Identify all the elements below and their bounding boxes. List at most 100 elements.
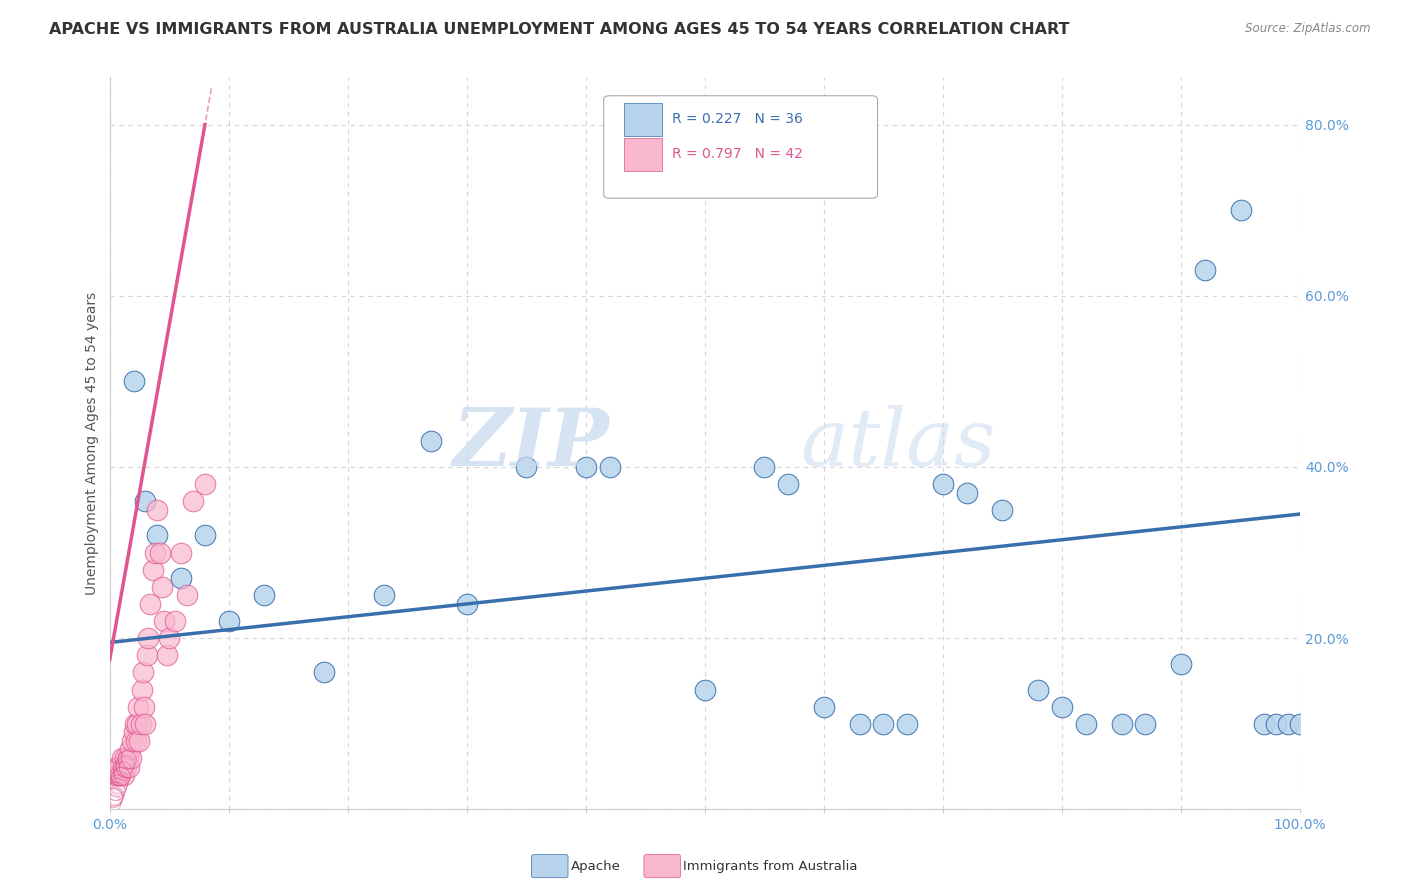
Point (111, 751, 134, 765)
Point (103, 790, 125, 805)
Point (103, 791, 125, 805)
Point (1289, 716, 1312, 731)
Point (114, 751, 136, 765)
Point (575, 459, 598, 474)
Point (134, 716, 156, 731)
Point (135, 648, 157, 663)
Point (146, 502, 169, 516)
Point (108, 773, 131, 788)
Point (143, 545, 166, 559)
Point (105, 780, 128, 795)
Point (157, 631, 180, 645)
Point (956, 485, 979, 500)
Point (515, 459, 537, 474)
Point (176, 588, 198, 602)
Point (104, 784, 127, 798)
Point (128, 734, 150, 748)
Point (420, 434, 443, 449)
Point (170, 545, 193, 559)
Point (108, 759, 131, 773)
Point (112, 768, 135, 782)
Point (253, 588, 276, 602)
Point (101, 796, 124, 810)
Point (115, 753, 138, 767)
Point (1277, 716, 1299, 731)
Point (150, 580, 173, 594)
Point (103, 789, 125, 804)
Point (1194, 263, 1216, 277)
Bar (624, 103, 662, 136)
Point (104, 784, 127, 798)
Point (139, 597, 162, 611)
Point (124, 716, 146, 731)
Point (142, 563, 165, 577)
Point (110, 769, 132, 783)
Point (991, 502, 1014, 516)
Point (1135, 716, 1157, 731)
Point (118, 742, 141, 756)
Point (1170, 657, 1192, 671)
Text: Apache: Apache (571, 860, 620, 872)
Point (599, 459, 621, 474)
Point (312, 665, 335, 680)
Point (181, 494, 204, 508)
Point (121, 734, 143, 748)
Text: Immigrants from Australia: Immigrants from Australia (683, 860, 858, 872)
Point (129, 716, 152, 731)
Point (131, 682, 153, 697)
Point (194, 477, 217, 491)
Point (134, 699, 156, 714)
Text: atlas: atlas (800, 405, 995, 483)
Point (122, 375, 145, 389)
Point (1026, 682, 1049, 697)
Point (456, 597, 478, 611)
Point (110, 770, 132, 784)
Point (132, 665, 155, 680)
Point (127, 716, 149, 731)
Text: Source: ZipAtlas.com: Source: ZipAtlas.com (1246, 22, 1371, 36)
Point (120, 751, 142, 765)
Point (104, 784, 127, 798)
Text: APACHE VS IMMIGRANTS FROM AUSTRALIA UNEMPLOYMENT AMONG AGES 45 TO 54 YEARS CORRE: APACHE VS IMMIGRANTS FROM AUSTRALIA UNEM… (49, 22, 1070, 37)
Point (932, 477, 955, 491)
Point (146, 528, 169, 542)
Point (107, 776, 129, 790)
Point (156, 648, 179, 663)
Point (373, 588, 395, 602)
Point (105, 780, 128, 795)
Point (111, 764, 134, 779)
Point (110, 768, 132, 782)
Point (136, 631, 159, 645)
Point (107, 778, 129, 792)
Point (754, 459, 776, 474)
Point (103, 788, 125, 802)
Text: ZIP: ZIP (453, 405, 610, 483)
Point (872, 716, 894, 731)
Point (100, 797, 122, 811)
Point (110, 770, 132, 784)
Point (134, 494, 156, 508)
Point (118, 759, 141, 773)
Point (112, 764, 135, 778)
Text: R = 0.227   N = 36: R = 0.227 N = 36 (672, 112, 803, 126)
Point (127, 699, 149, 714)
Point (111, 759, 134, 773)
Point (105, 759, 128, 773)
Point (114, 757, 136, 772)
Point (778, 477, 800, 491)
Point (103, 790, 125, 805)
Point (194, 528, 217, 542)
Point (107, 768, 129, 782)
Point (813, 699, 835, 714)
Point (153, 614, 176, 628)
Point (848, 716, 870, 731)
Point (170, 571, 193, 585)
Point (117, 751, 139, 765)
Point (115, 759, 138, 773)
Point (218, 614, 240, 628)
Point (896, 716, 918, 731)
Point (1050, 699, 1073, 714)
Point (103, 789, 125, 804)
Bar (624, 138, 662, 170)
Y-axis label: Unemployment Among Ages 45 to 54 years: Unemployment Among Ages 45 to 54 years (86, 292, 100, 595)
